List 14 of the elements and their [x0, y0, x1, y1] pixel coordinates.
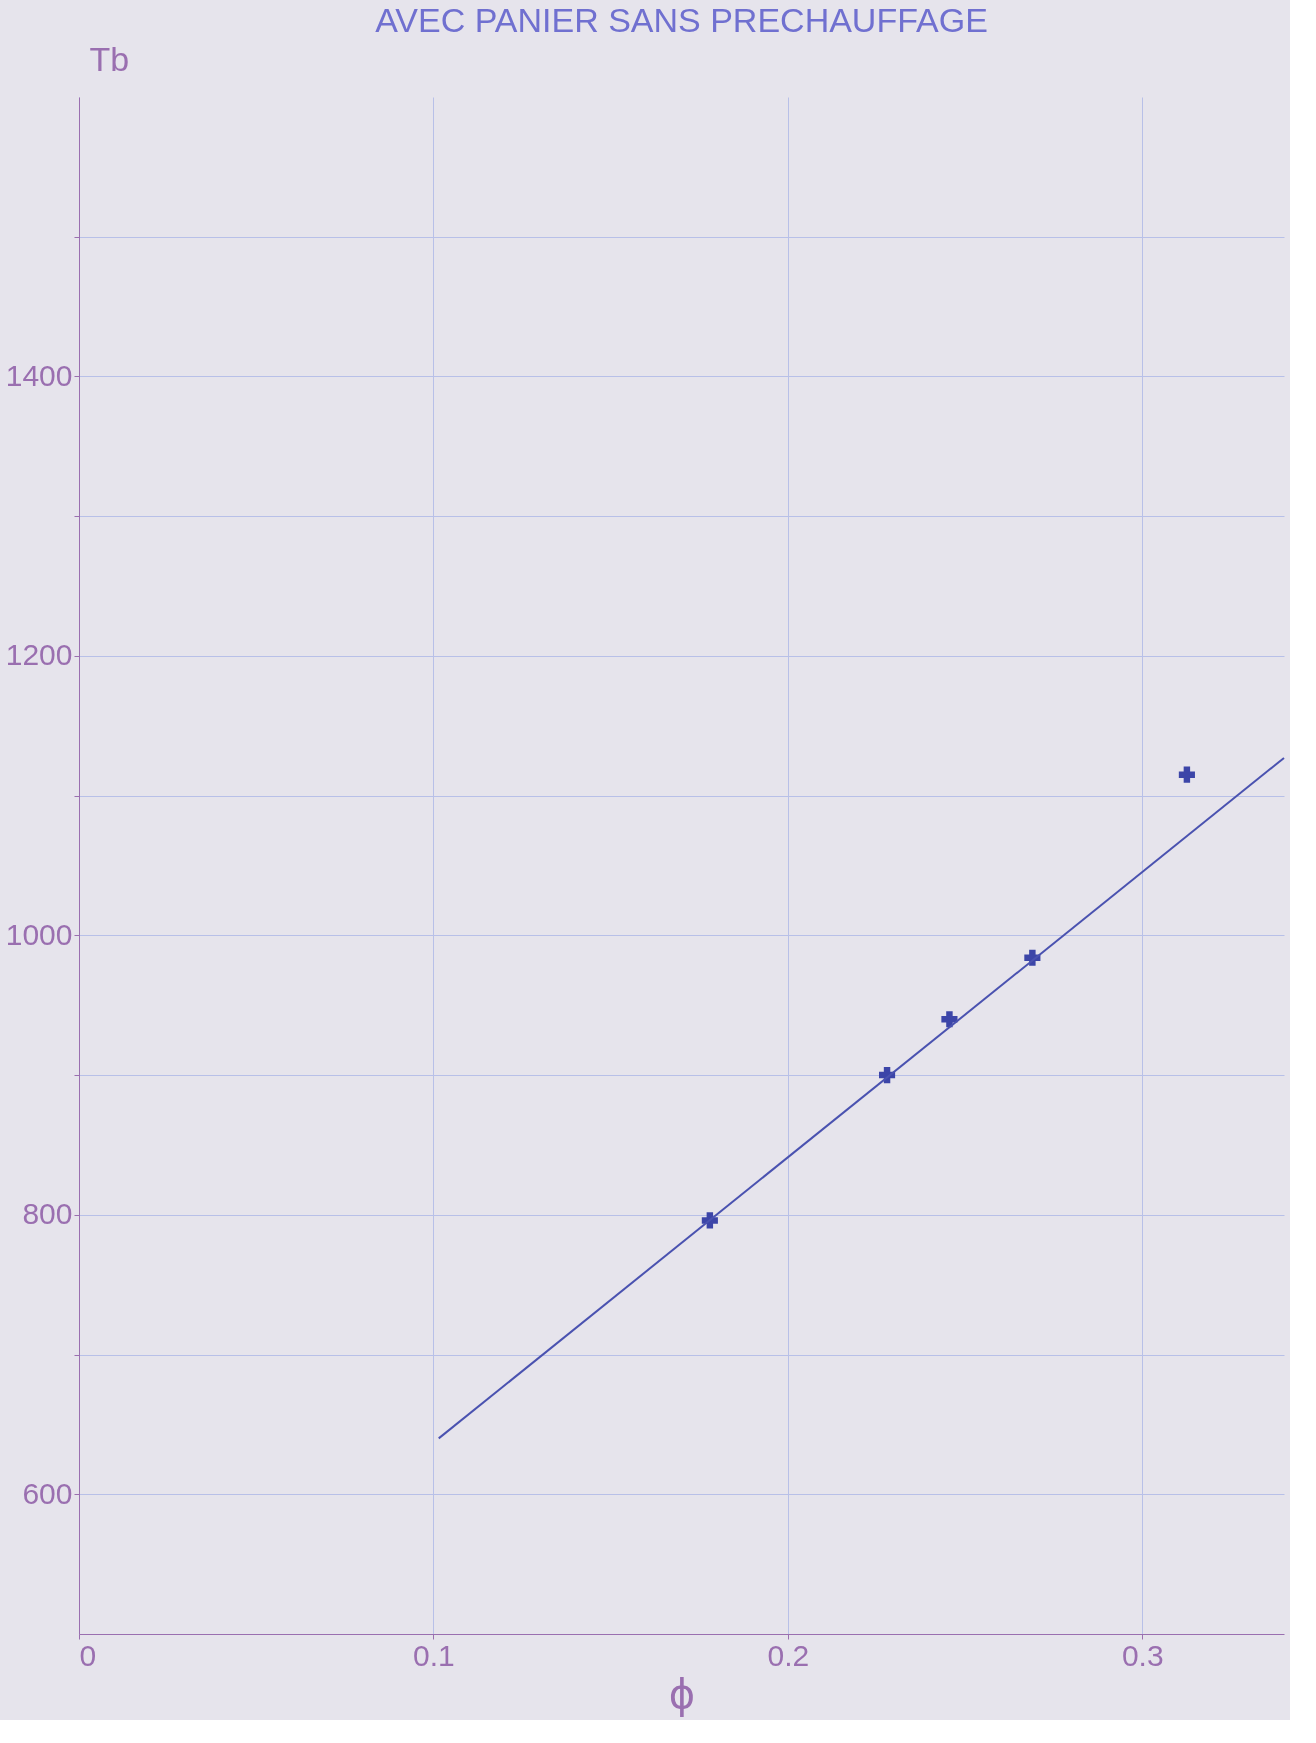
x-tick-label: 0.1 [413, 1638, 455, 1672]
point [941, 1011, 958, 1028]
x-axis-title: ϕ [668, 1670, 696, 1717]
x-tick-label: 0 [79, 1638, 97, 1672]
y-axis-title: Tb [89, 39, 130, 78]
y-tick-label: 1400 [5, 358, 73, 392]
y-tick-label: 800 [22, 1197, 73, 1231]
y-tick-label: 1200 [5, 638, 73, 672]
x-tick-label: 0.2 [767, 1638, 810, 1672]
y-tick-label: 600 [22, 1476, 73, 1510]
point [1178, 766, 1195, 783]
chart-title: AVEC PANIER SANS PRECHAUFFAGE [375, 1, 988, 39]
y-tick-label: 1000 [5, 917, 73, 951]
x-tick-label: 0.3 [1121, 1638, 1164, 1672]
